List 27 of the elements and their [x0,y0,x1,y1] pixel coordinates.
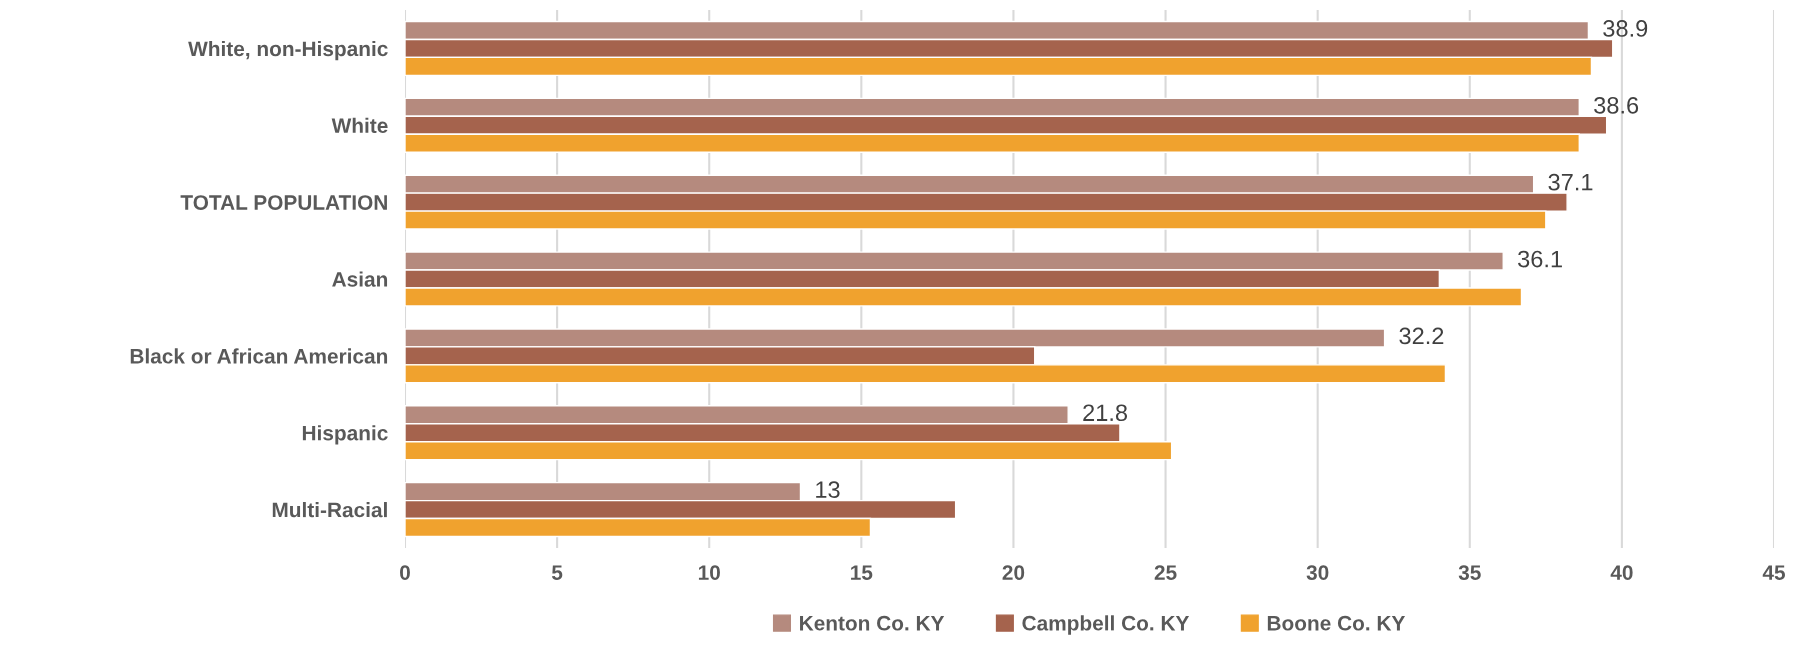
x-tick-label: 25 [1154,565,1177,580]
y-tick-label: Black or African American [130,348,388,364]
y-tick-label: Asian [332,271,388,287]
x-tick-label: 20 [1002,565,1025,580]
y-tick-label: Multi-Racial [272,502,387,518]
x-tick-label: 35 [1458,565,1481,580]
legend-label: Kenton Co. KY [800,615,945,631]
y-tick-label: White [331,117,388,134]
y-tick-label: White, non-Hispanic [188,40,388,61]
x-tick-label: 40 [1610,565,1633,580]
x-tick-label: 10 [698,565,720,580]
x-tick-label: 30 [1306,565,1329,580]
data-label: 38.6 [1594,96,1639,114]
x-tick-label: 0 [400,565,410,580]
data-label: 37.1 [1548,173,1593,191]
legend-label: Boone Co. KY [1267,615,1406,631]
data-label: 36.1 [1518,250,1562,268]
x-tick-label: 45 [1762,565,1786,580]
data-label: 38.9 [1603,20,1648,37]
x-tick-label: 15 [851,565,873,580]
data-label: 13 [816,481,840,498]
data-label: 21.8 [1083,404,1128,422]
y-tick-label: TOTAL POPULATION [180,195,387,210]
x-tick-label: 5 [551,565,563,580]
legend-label: Campbell Co. KY [1022,615,1190,635]
data-label: 32.2 [1399,327,1444,345]
y-tick-label: Hispanic [302,425,388,445]
